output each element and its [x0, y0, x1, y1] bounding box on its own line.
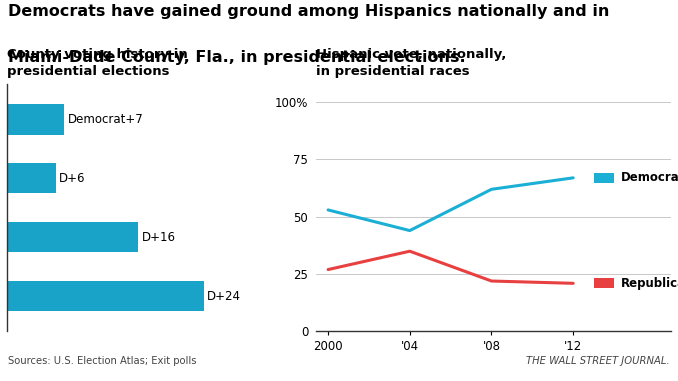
FancyBboxPatch shape — [594, 173, 614, 183]
Bar — [7, 222, 138, 253]
Text: D+6: D+6 — [59, 172, 86, 185]
Bar — [7, 104, 64, 134]
Text: Miami-Dade County, Fla., in presidential elections.: Miami-Dade County, Fla., in presidential… — [8, 50, 466, 64]
Text: Republican: Republican — [620, 277, 678, 290]
Text: THE WALL STREET JOURNAL.: THE WALL STREET JOURNAL. — [526, 356, 670, 366]
Text: Democrat+7: Democrat+7 — [68, 113, 143, 126]
Text: Sources: U.S. Election Atlas; Exit polls: Sources: U.S. Election Atlas; Exit polls — [8, 356, 197, 366]
Text: Democrats have gained ground among Hispanics nationally and in: Democrats have gained ground among Hispa… — [8, 4, 610, 19]
FancyBboxPatch shape — [594, 278, 614, 288]
Bar — [7, 163, 56, 194]
Text: Democrat: Democrat — [620, 171, 678, 184]
Bar — [7, 281, 204, 311]
Text: County voting history in
presidential elections: County voting history in presidential el… — [7, 48, 188, 78]
Text: Hispanic vote, nationally,
in presidential races: Hispanic vote, nationally, in presidenti… — [316, 48, 506, 78]
Text: D+24: D+24 — [207, 290, 241, 303]
Text: D+16: D+16 — [142, 231, 176, 243]
